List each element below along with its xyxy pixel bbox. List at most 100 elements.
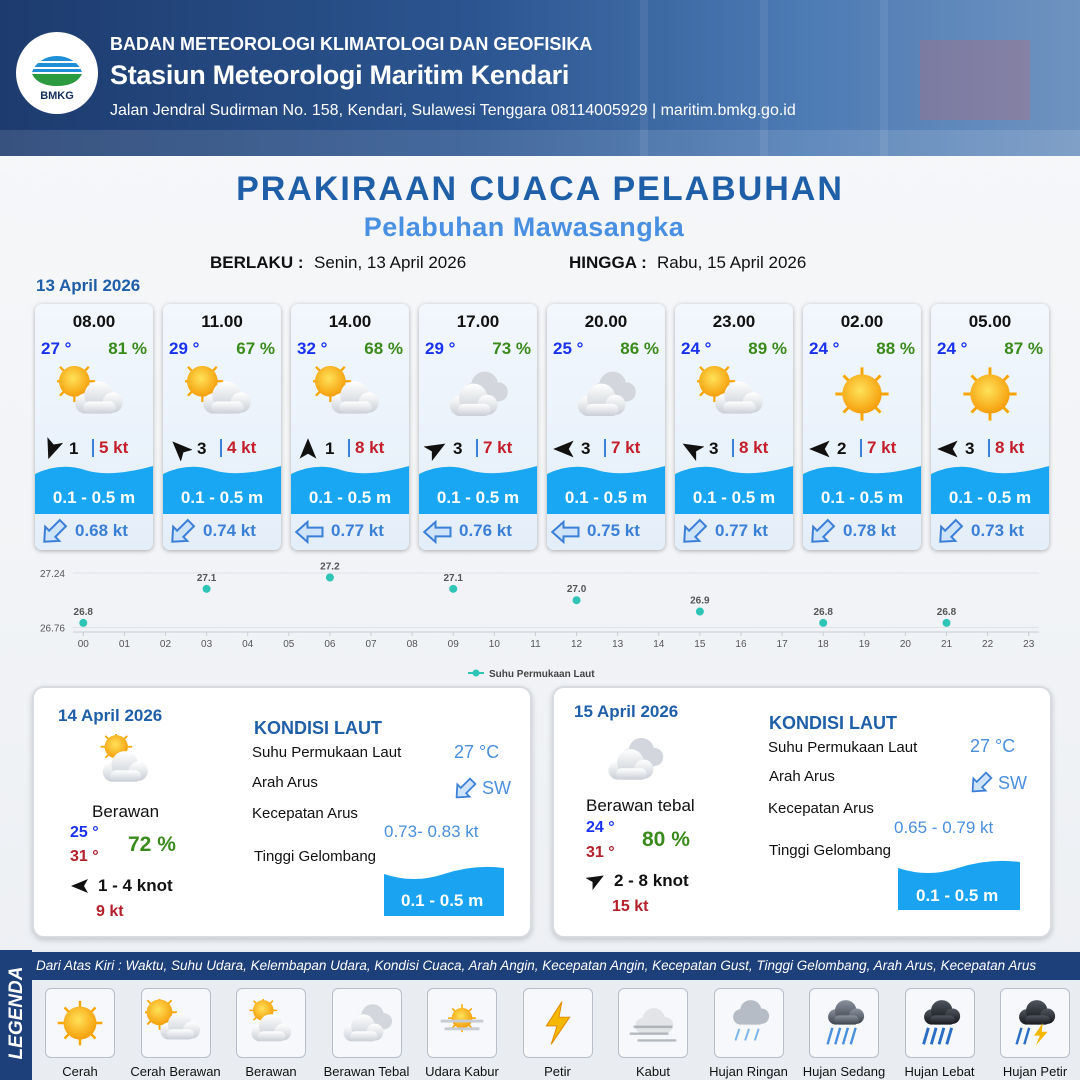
data-point bbox=[449, 584, 458, 593]
current-speed: 0.78 kt bbox=[843, 521, 896, 540]
humidity: 72 % bbox=[128, 833, 176, 856]
wind-scale: 3 bbox=[709, 439, 719, 458]
wave-height: 0.1 - 0.5 m bbox=[308, 488, 392, 507]
time: 14.00 bbox=[328, 312, 372, 331]
legend-icon bbox=[1004, 999, 1066, 1047]
wave-value: 0.1 - 0.5 m bbox=[401, 891, 484, 910]
wind-scale: 3 bbox=[965, 439, 975, 458]
current-speed: 0.77 kt bbox=[331, 521, 384, 540]
humidity: 88 % bbox=[876, 339, 915, 358]
temp-max: 31 ° bbox=[70, 848, 99, 865]
x-tick-label: 23 bbox=[1023, 639, 1035, 650]
forecast-card: 23.00 24 ° 89 % 3 8 kt 0.1 - 0.5 m 0.77 kt bbox=[675, 304, 793, 550]
logo-text: BMKG bbox=[40, 90, 74, 102]
current-arrow bbox=[551, 521, 580, 543]
weather-icon bbox=[953, 366, 1027, 422]
temp-min: 25 ° bbox=[70, 824, 99, 841]
wave-fill bbox=[803, 466, 921, 514]
current-arrow bbox=[423, 521, 452, 543]
wind-arrow bbox=[809, 440, 830, 458]
wave-label: Tinggi Gelombang bbox=[254, 848, 377, 865]
temp-max: 31 ° bbox=[586, 844, 615, 861]
legend-swatch bbox=[472, 669, 480, 677]
weather-icon bbox=[57, 366, 131, 422]
wave-height: 0.1 - 0.5 m bbox=[948, 488, 1032, 507]
wave-fill bbox=[547, 466, 665, 514]
agency: BADAN METEOROLOGI KLIMATOLOGI DAN GEOFIS… bbox=[110, 34, 593, 54]
wind-arrow bbox=[71, 879, 88, 893]
dir-value: SW bbox=[998, 773, 1027, 793]
humidity: 87 % bbox=[1004, 339, 1043, 358]
data-label: 26.8 bbox=[813, 607, 833, 618]
wind-arrow bbox=[937, 440, 958, 458]
logo: BMKG bbox=[16, 32, 98, 114]
forecast-card: 20.00 25 ° 86 % 3 7 kt 0.1 - 0.5 m 0.75 kt bbox=[547, 304, 665, 550]
gust: 8 kt bbox=[732, 439, 768, 457]
current-arrow bbox=[39, 517, 69, 547]
day-condition: Berawan bbox=[92, 802, 160, 821]
legend-item-label: Petir bbox=[544, 1064, 571, 1079]
x-tick-label: 19 bbox=[859, 639, 871, 650]
wind-arrow bbox=[424, 437, 448, 461]
wind-arrow bbox=[680, 437, 704, 461]
forecast-card: 11.00 29 ° 67 % 3 4 kt 0.1 - 0.5 m 0.74 kt bbox=[163, 304, 281, 550]
sst-value: 27 °C bbox=[970, 736, 1016, 756]
time: 02.00 bbox=[840, 312, 884, 331]
x-tick-label: 00 bbox=[78, 639, 90, 650]
weather-icon bbox=[569, 366, 643, 422]
current-speed: 0.75 kt bbox=[587, 521, 640, 540]
legend-icon bbox=[431, 999, 493, 1047]
wind-scale: 3 bbox=[197, 439, 207, 458]
dir-label: Arah Arus bbox=[252, 774, 318, 791]
x-tick-label: 17 bbox=[777, 639, 789, 650]
legend-icon bbox=[336, 999, 398, 1047]
legend-item-label: Hujan Sedang bbox=[802, 1064, 886, 1079]
speed-label: Kecepatan Arus bbox=[252, 805, 358, 822]
current-arrow bbox=[452, 776, 478, 802]
x-tick-label: 21 bbox=[941, 639, 953, 650]
x-tick-label: 02 bbox=[160, 639, 172, 650]
gust: 8 kt bbox=[988, 439, 1024, 457]
legend-description: Dari Atas Kiri : Waktu, Suhu Udara, Kele… bbox=[32, 952, 1080, 980]
time: 11.00 bbox=[201, 312, 243, 331]
legend-item-label: Hujan Petir bbox=[1002, 1064, 1068, 1079]
wind-arrow bbox=[553, 440, 574, 458]
current-speed: 0.74 kt bbox=[203, 521, 256, 540]
temperature: 29 ° bbox=[425, 339, 456, 358]
data-point bbox=[572, 596, 581, 605]
wave-fill bbox=[675, 466, 793, 514]
sst-value: 27 °C bbox=[454, 742, 500, 762]
x-tick-label: 18 bbox=[818, 639, 830, 650]
wave-value: 0.1 - 0.5 m bbox=[916, 886, 999, 905]
wave-shape bbox=[931, 466, 1049, 514]
x-tick-label: 12 bbox=[571, 639, 583, 650]
legend-icon bbox=[240, 999, 302, 1047]
day-panel: 14 April 2026 Berawan 25 ° 31 ° 72 % 1 -… bbox=[32, 686, 532, 938]
temperature: 32 ° bbox=[297, 339, 328, 358]
title: PRAKIRAAN CUACA PELABUHAN bbox=[236, 170, 844, 208]
gust: 7 kt bbox=[476, 439, 512, 457]
weather-icon bbox=[441, 366, 515, 422]
legend-item-label: Kabut bbox=[636, 1064, 670, 1079]
address: Jalan Jendral Sudirman No. 158, Kendari,… bbox=[110, 102, 796, 119]
wind: 2 - 8 knot bbox=[614, 871, 689, 890]
time: 05.00 bbox=[968, 312, 1012, 331]
legend-icon-box bbox=[236, 988, 306, 1058]
temperature: 25 ° bbox=[553, 339, 584, 358]
data-point bbox=[325, 573, 334, 582]
wave-shape bbox=[547, 466, 665, 514]
legend-item-label: Hujan Ringan bbox=[709, 1064, 788, 1079]
humidity: 80 % bbox=[642, 828, 690, 851]
x-tick-label: 16 bbox=[735, 639, 747, 650]
data-point bbox=[819, 618, 828, 627]
x-tick-label: 04 bbox=[242, 639, 254, 650]
forecast-card: 02.00 24 ° 88 % 2 7 kt 0.1 - 0.5 m 0.78 kt bbox=[803, 304, 921, 550]
gust: 15 kt bbox=[612, 898, 649, 915]
humidity: 73 % bbox=[492, 339, 531, 358]
x-tick-label: 13 bbox=[612, 639, 624, 650]
temperature: 27 ° bbox=[41, 339, 72, 358]
legend-title: LEGENDA bbox=[6, 966, 27, 1060]
humidity: 89 % bbox=[748, 339, 787, 358]
legend-icon bbox=[545, 1001, 570, 1045]
